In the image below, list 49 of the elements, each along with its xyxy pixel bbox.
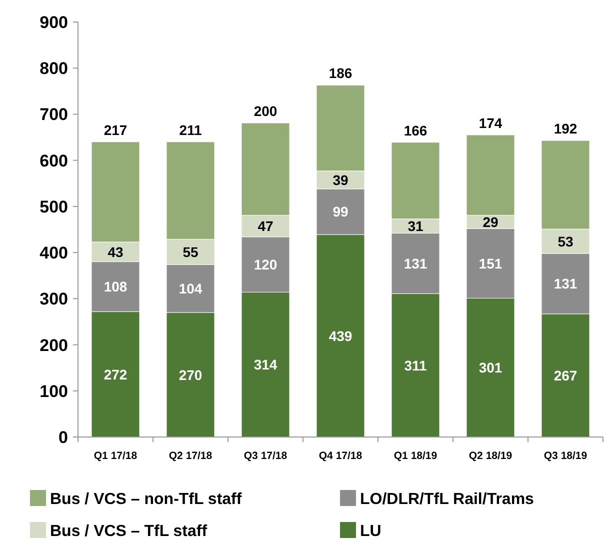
data-label: 53: [558, 233, 574, 250]
data-label: 43: [108, 244, 124, 260]
data-label: 301: [478, 360, 502, 376]
data-label: 131: [404, 255, 428, 272]
data-label: 211: [179, 122, 202, 138]
x-tick-label: Q1 17/18: [94, 450, 138, 462]
y-tick-label: 100: [40, 382, 68, 401]
data-label: 311: [404, 357, 428, 374]
data-label: 29: [482, 214, 498, 230]
y-tick-label: 500: [40, 197, 68, 216]
data-label: 31: [408, 218, 424, 234]
x-tick-label: Q3 17/18: [244, 450, 288, 462]
data-label: 200: [254, 102, 278, 119]
y-tick-label: 900: [40, 13, 68, 32]
data-label: 151: [478, 255, 502, 272]
data-label: 166: [404, 122, 428, 138]
legend-label: Bus / VCS – non-TfL staff: [50, 491, 242, 508]
data-label: 439: [328, 328, 352, 344]
data-label: 272: [104, 366, 128, 382]
y-tick-label: 700: [40, 105, 68, 124]
data-label: 314: [254, 356, 278, 373]
y-tick-label: 200: [40, 336, 68, 355]
x-tick-label: Q4 17/18: [318, 450, 362, 462]
x-tick-label: Q2 18/19: [468, 450, 512, 462]
x-tick-label: Q3 18/19: [544, 450, 588, 462]
y-tick-label: 0: [58, 428, 68, 447]
data-label: 192: [554, 120, 578, 137]
y-tick-label: 300: [40, 290, 68, 309]
data-label: 131: [554, 276, 578, 292]
data-label: 270: [178, 366, 202, 383]
data-label: 99: [332, 204, 348, 220]
data-label: 47: [258, 218, 274, 234]
data-label: 104: [178, 280, 202, 297]
legend-label: Bus / VCS – TfL staff: [50, 523, 208, 540]
x-tick-label: Q1 18/19: [394, 450, 438, 462]
y-tick-label: 600: [40, 151, 68, 170]
y-tick-label: 400: [40, 244, 68, 263]
x-tick-label: Q2 17/18: [168, 450, 212, 462]
data-label: 108: [104, 278, 128, 295]
data-label: 217: [104, 122, 128, 138]
data-label: 55: [182, 244, 198, 260]
data-label: 186: [328, 65, 352, 82]
data-label: 39: [332, 172, 348, 188]
data-label: 120: [254, 256, 278, 273]
data-label: 267: [554, 367, 578, 384]
y-tick-label: 800: [40, 59, 68, 78]
legend-label: LO/DLR/TfL Rail/Trams: [360, 491, 534, 508]
data-label: 174: [478, 114, 502, 131]
legend-label: LU: [360, 523, 382, 540]
